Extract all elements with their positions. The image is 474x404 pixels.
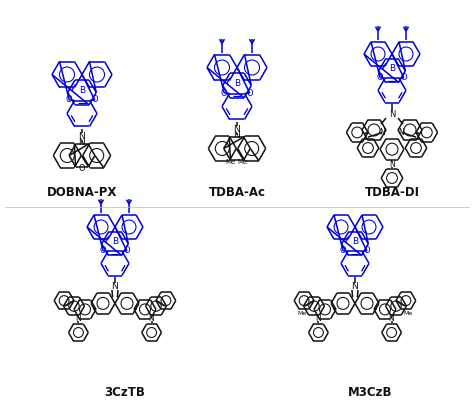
Text: N: N [389, 160, 395, 169]
Text: B: B [389, 64, 395, 73]
Text: N: N [399, 128, 404, 137]
Text: B: B [79, 86, 85, 95]
Text: O: O [66, 95, 73, 105]
Text: B: B [112, 237, 118, 246]
Text: DOBNA-PX: DOBNA-PX [47, 187, 117, 200]
Text: Me: Me [226, 160, 236, 166]
Text: O: O [340, 246, 346, 255]
Text: N: N [79, 138, 85, 147]
Text: N: N [352, 282, 358, 291]
Text: O: O [246, 88, 253, 97]
Text: Me: Me [403, 311, 413, 316]
Text: N: N [75, 314, 81, 323]
Text: N: N [389, 314, 394, 323]
Text: N: N [149, 314, 155, 323]
Text: Me: Me [297, 311, 307, 316]
Text: N: N [234, 131, 240, 140]
Text: B: B [352, 237, 358, 246]
Text: N: N [316, 314, 321, 323]
Text: O: O [221, 88, 228, 97]
Text: 3CzTB: 3CzTB [105, 387, 146, 400]
Text: N: N [380, 128, 385, 137]
Text: O: O [401, 73, 407, 82]
Text: O: O [91, 95, 98, 105]
Text: N: N [389, 110, 395, 119]
Text: O: O [79, 164, 85, 173]
Text: O: O [100, 246, 106, 255]
Text: O: O [364, 246, 370, 255]
Text: M3CzB: M3CzB [348, 387, 392, 400]
Text: N: N [234, 125, 240, 134]
Text: TDBA-Ac: TDBA-Ac [209, 187, 265, 200]
Text: TDBA-DI: TDBA-DI [365, 187, 419, 200]
Text: N: N [79, 132, 85, 141]
Text: O: O [377, 73, 383, 82]
Text: B: B [234, 79, 240, 88]
Text: N: N [111, 282, 118, 291]
Text: Me: Me [238, 160, 248, 166]
Text: O: O [124, 246, 130, 255]
